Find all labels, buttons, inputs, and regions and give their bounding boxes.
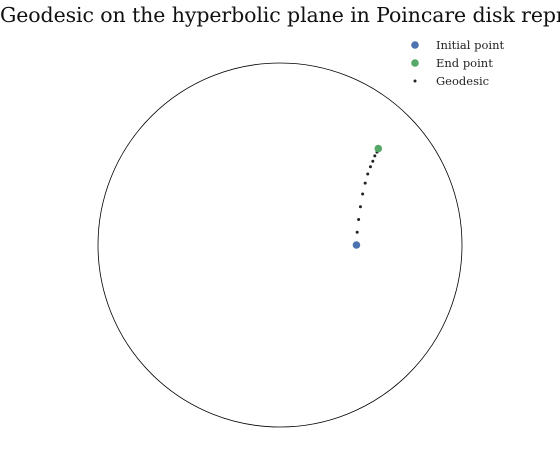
geodesic-point-2 — [357, 218, 360, 221]
initial-point-point-0 — [353, 241, 361, 249]
legend-label-initial-point: Initial point — [436, 38, 504, 52]
geodesic-point-4 — [361, 193, 364, 196]
legend-marker-initial-point — [411, 41, 419, 49]
geodesic-point-1 — [356, 231, 359, 234]
legend-marker-end-point — [411, 59, 419, 67]
legend: Initial point End point Geodesic — [411, 38, 504, 88]
end-point-point-0 — [374, 145, 382, 153]
legend-label-geodesic: Geodesic — [436, 74, 489, 88]
series-layer — [353, 145, 382, 249]
geodesic-point-3 — [359, 205, 362, 208]
geodesic-point-8 — [371, 160, 374, 163]
geodesic-point-7 — [369, 165, 372, 168]
legend-marker-geodesic — [414, 80, 417, 83]
geodesic-point-6 — [366, 173, 369, 176]
geodesic-point-5 — [364, 182, 367, 185]
geodesic-point-9 — [373, 154, 376, 157]
poincare-disk-boundary — [98, 63, 462, 427]
legend-label-end-point: End point — [436, 56, 493, 70]
